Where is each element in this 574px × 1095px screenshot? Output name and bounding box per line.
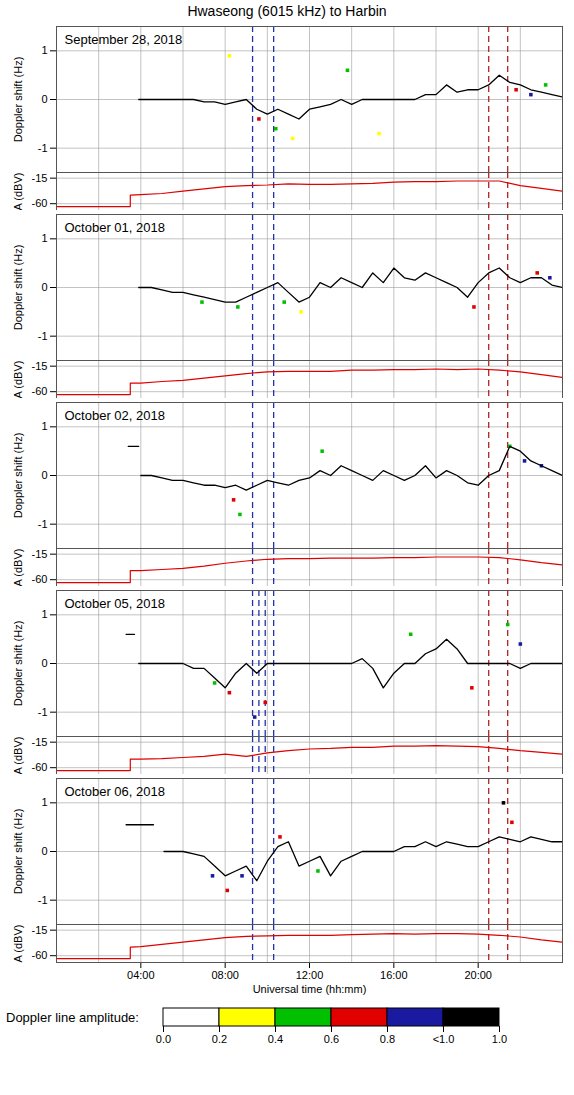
svg-text:<1.0: <1.0 <box>433 1033 455 1045</box>
svg-text:-60: -60 <box>32 573 48 585</box>
svg-text:12:00: 12:00 <box>296 969 324 981</box>
svg-text:20:00: 20:00 <box>464 969 492 981</box>
svg-text:A (dBV): A (dBV) <box>12 549 24 586</box>
svg-text:1: 1 <box>41 420 47 432</box>
html-text:Hwaseong (6015 kHz) to Harbin: Hwaseong (6015 kHz) to Harbin <box>187 3 387 19</box>
html-text:Doppler line amplitude:: Doppler line amplitude: <box>6 1010 139 1025</box>
svg-text:1: 1 <box>41 796 47 808</box>
svg-text:-15: -15 <box>32 736 48 748</box>
svg-text:0.8: 0.8 <box>380 1033 395 1045</box>
svg-text:Doppler shift (Hz): Doppler shift (Hz) <box>12 245 24 331</box>
svg-text:-60: -60 <box>32 197 48 209</box>
svg-text:Doppler shift (Hz): Doppler shift (Hz) <box>12 57 24 143</box>
svg-text:A (dBV): A (dBV) <box>12 737 24 774</box>
svg-text:A (dBV): A (dBV) <box>12 173 24 210</box>
svg-text:A (dBV): A (dBV) <box>12 361 24 398</box>
svg-text:October 06, 2018: October 06, 2018 <box>65 784 165 799</box>
svg-text:Doppler shift (Hz): Doppler shift (Hz) <box>12 621 24 707</box>
svg-text:1: 1 <box>41 44 47 56</box>
svg-text:-60: -60 <box>32 949 48 961</box>
svg-text:0.6: 0.6 <box>324 1033 339 1045</box>
svg-text:October 01, 2018: October 01, 2018 <box>65 220 165 235</box>
svg-text:0: 0 <box>41 93 47 105</box>
svg-text:0: 0 <box>41 469 47 481</box>
svg-text:0.0: 0.0 <box>156 1033 171 1045</box>
svg-text:0: 0 <box>41 845 47 857</box>
svg-text:Doppler shift (Hz): Doppler shift (Hz) <box>12 433 24 519</box>
svg-text:October 05, 2018: October 05, 2018 <box>65 596 165 611</box>
svg-text:-60: -60 <box>32 761 48 773</box>
svg-text:04:00: 04:00 <box>127 969 155 981</box>
svg-text:1: 1 <box>41 608 47 620</box>
svg-text:1: 1 <box>41 232 47 244</box>
svg-text:Doppler shift (Hz): Doppler shift (Hz) <box>12 809 24 895</box>
svg-text:-1: -1 <box>38 330 48 342</box>
svg-text:-15: -15 <box>32 924 48 936</box>
svg-text:08:00: 08:00 <box>211 969 239 981</box>
svg-text:0.4: 0.4 <box>268 1033 283 1045</box>
svg-text:16:00: 16:00 <box>380 969 408 981</box>
svg-text:-15: -15 <box>32 172 48 184</box>
svg-text:0: 0 <box>41 281 47 293</box>
svg-text:-1: -1 <box>38 894 48 906</box>
svg-text:0.2: 0.2 <box>212 1033 227 1045</box>
svg-text:A (dBV): A (dBV) <box>12 925 24 963</box>
svg-text:0: 0 <box>41 657 47 669</box>
svg-text:Universal time (hh:mm): Universal time (hh:mm) <box>253 983 367 995</box>
svg-text:-1: -1 <box>38 706 48 718</box>
svg-text:1.0: 1.0 <box>492 1033 507 1045</box>
svg-text:-60: -60 <box>32 385 48 397</box>
svg-text:-1: -1 <box>38 142 48 154</box>
svg-text:-1: -1 <box>38 518 48 530</box>
svg-text:October 02, 2018: October 02, 2018 <box>65 408 165 423</box>
svg-text:September 28, 2018: September 28, 2018 <box>65 32 183 47</box>
svg-text:-15: -15 <box>32 360 48 372</box>
svg-text:-15: -15 <box>32 548 48 560</box>
